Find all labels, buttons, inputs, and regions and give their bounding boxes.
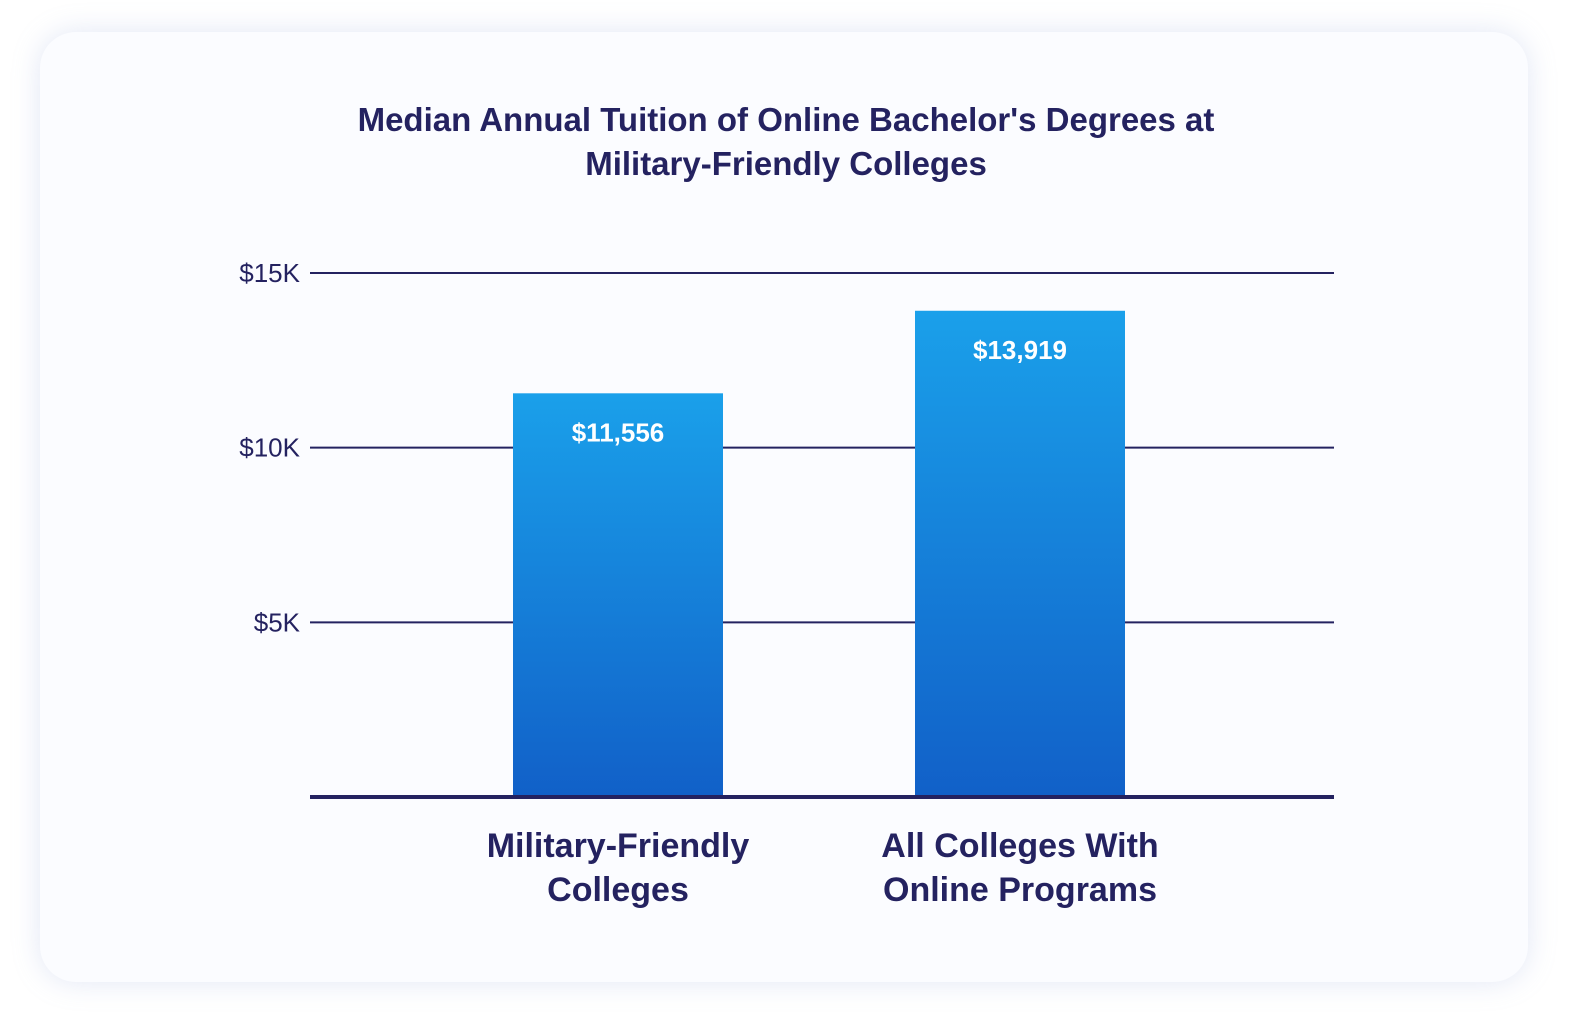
x-category-label: Military-Friendly bbox=[487, 827, 750, 865]
chart-title: Median Annual Tuition of Online Bachelor… bbox=[0, 98, 1572, 186]
y-tick-label: $5K bbox=[254, 607, 301, 637]
chart-card bbox=[40, 32, 1528, 982]
x-category-label: Online Programs bbox=[883, 871, 1157, 909]
y-tick-label: $15K bbox=[239, 258, 300, 288]
bar-value-label: $13,919 bbox=[973, 335, 1067, 365]
bars bbox=[513, 310, 1125, 797]
y-tick-label: $10K bbox=[239, 433, 300, 463]
x-category-label: Colleges bbox=[547, 871, 689, 909]
gridlines bbox=[310, 272, 1334, 624]
labels: $5K $10K $15K $11,556 Military-Friendly Colle… bbox=[239, 258, 1158, 909]
x-category-label: All Colleges With bbox=[881, 827, 1158, 865]
bar bbox=[915, 310, 1125, 797]
bar-value-label: $11,556 bbox=[572, 417, 665, 447]
bar bbox=[513, 393, 723, 797]
chart-title-line-1: Median Annual Tuition of Online Bachelor… bbox=[357, 101, 1215, 138]
chart-title-line-2: Military-Friendly Colleges bbox=[585, 145, 987, 182]
